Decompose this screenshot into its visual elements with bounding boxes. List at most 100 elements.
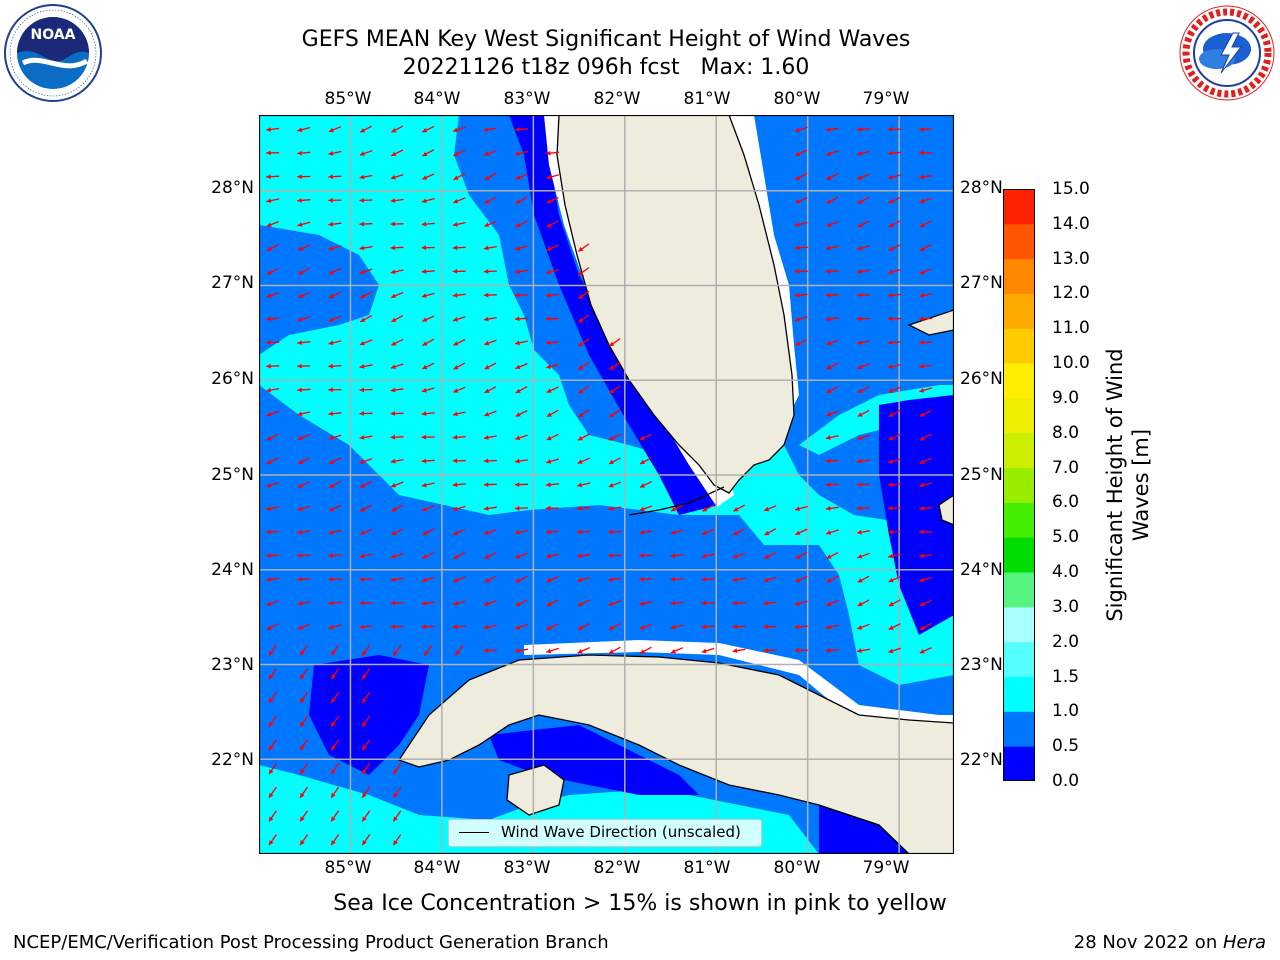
wave-arrow-head xyxy=(359,364,365,369)
wave-arrow-head xyxy=(578,365,584,370)
wave-arrow-head xyxy=(266,293,272,298)
wave-arrow-head xyxy=(888,150,893,156)
wave-arrow-head xyxy=(452,624,458,630)
wave-arrow-head xyxy=(297,198,302,203)
wave-arrow-head xyxy=(515,529,520,535)
wave-arrow-head xyxy=(546,364,552,369)
wave-arrow-head xyxy=(362,674,367,680)
wave-arrow-head xyxy=(919,482,925,488)
wave-arrow-head xyxy=(888,340,893,345)
wave-arrow-head xyxy=(857,364,863,370)
wave-arrow-head xyxy=(359,600,364,606)
land-cuba xyxy=(397,654,954,854)
colorbar-tick-label: 6.0 xyxy=(1052,492,1080,513)
wave-arrow-head xyxy=(701,577,707,582)
wave-arrow-head xyxy=(888,126,893,132)
wave-arrow-head xyxy=(360,507,366,512)
wave-arrow-head xyxy=(269,840,274,846)
wave-arrow-head xyxy=(297,293,303,299)
wave-arrow-head xyxy=(266,222,272,227)
colorbar-segment xyxy=(1003,293,1035,329)
lat-label-left: 24°N xyxy=(211,560,254,580)
wave-arrow-head xyxy=(670,576,675,582)
wave-arrow-head xyxy=(297,150,302,156)
wave-arrow-head xyxy=(452,292,458,298)
wave-arrow-head xyxy=(826,340,832,346)
wave-arrow-head xyxy=(359,174,365,180)
wave-arrow-head xyxy=(297,435,303,441)
wave-arrow-head xyxy=(298,270,304,275)
wave-arrow-head xyxy=(297,553,302,558)
wave-arrow-head xyxy=(795,175,801,180)
wave-arrow-head xyxy=(328,246,334,251)
wave-arrow-head xyxy=(857,126,862,132)
wave-arrow-head xyxy=(546,553,552,559)
wave-arrow-head xyxy=(920,246,925,251)
wave-arrow-head xyxy=(546,246,552,251)
wave-arrow-head xyxy=(578,412,584,418)
wave-arrow-head xyxy=(269,698,274,703)
wave-arrow-head xyxy=(452,458,458,464)
wave-arrow-head xyxy=(888,648,894,654)
wave-arrow-head xyxy=(328,127,334,133)
nws-logo xyxy=(1179,5,1275,101)
wave-arrow-head xyxy=(577,482,583,488)
wave-arrow-head xyxy=(608,506,614,511)
wave-arrow-head xyxy=(269,769,274,775)
wave-arrow-head xyxy=(919,459,925,464)
wave-arrow-head xyxy=(359,624,365,630)
wave-arrow-head xyxy=(266,127,271,132)
wave-arrow-head xyxy=(888,529,893,535)
wave-arrow-head xyxy=(390,364,396,369)
wave-arrow-head xyxy=(888,435,894,441)
colorbar-tick-label: 9.0 xyxy=(1052,387,1080,408)
wave-arrow-head xyxy=(297,601,303,606)
wave-arrow-head xyxy=(515,388,521,393)
wave-arrow-head xyxy=(857,246,863,251)
wave-arrow-head xyxy=(359,151,365,156)
wave-arrow-head xyxy=(826,601,832,606)
wave-arrow-head xyxy=(857,578,863,583)
wave-arrow-head xyxy=(702,507,708,512)
wave-arrow-head xyxy=(269,745,274,751)
colorbar-segment xyxy=(1003,363,1035,399)
wave-arrow-head xyxy=(920,436,925,441)
wave-arrow-head xyxy=(453,341,459,346)
wave-arrow-head xyxy=(515,601,521,606)
colorbar-segment xyxy=(1003,328,1035,364)
colorbar-tick-label: 13.0 xyxy=(1052,248,1090,269)
wave-arrow-head xyxy=(391,341,397,346)
land-bahamas-east xyxy=(938,494,954,526)
wave-arrow-head xyxy=(515,482,520,487)
wave-arrow-head xyxy=(640,459,646,464)
lat-label-left: 22°N xyxy=(211,750,254,770)
wave-arrow-head xyxy=(484,199,490,204)
wave-arrow-head xyxy=(359,245,365,251)
wave-arrow-head xyxy=(546,648,552,654)
colorbar-tick-label: 15.0 xyxy=(1052,179,1090,199)
wave-arrow-head xyxy=(331,840,336,846)
colorbar-segment xyxy=(1003,432,1035,469)
wave-arrow-head xyxy=(453,151,459,156)
footer-host: Hera xyxy=(1222,932,1266,953)
wave-arrow-head xyxy=(919,388,925,393)
wave-arrow-head xyxy=(888,174,894,180)
wave-arrow-head xyxy=(453,127,458,133)
wave-arrow-head xyxy=(577,601,583,606)
wave-arrow-head xyxy=(266,412,272,417)
colorbar-segment xyxy=(1003,258,1035,294)
wave-arrow-head xyxy=(297,127,303,133)
wave-arrow-head xyxy=(455,650,460,656)
wave-arrow-head xyxy=(515,199,521,204)
wave-arrow-head xyxy=(515,554,521,559)
wave-arrow-head xyxy=(919,363,924,369)
wave-arrow-head xyxy=(608,483,614,488)
wave-arrow-head xyxy=(300,674,305,680)
wave-arrow-head xyxy=(390,245,396,251)
wave-band-1.0-1.5-northwest xyxy=(259,115,954,685)
wave-arrow-head xyxy=(297,529,302,535)
wave-arrow-head xyxy=(359,221,364,227)
wave-arrow-head xyxy=(639,506,645,512)
wave-arrow-head xyxy=(515,246,521,251)
colorbar-tick-label: 2.0 xyxy=(1052,631,1080,652)
